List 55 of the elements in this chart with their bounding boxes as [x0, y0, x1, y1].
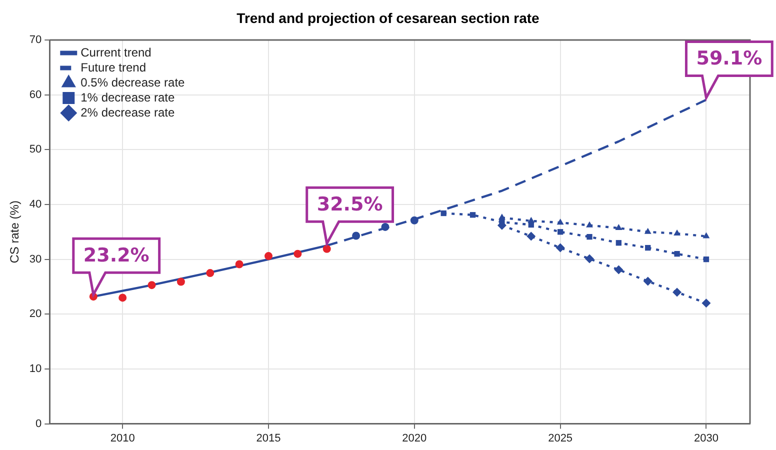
y-tick-label: 70 [29, 34, 42, 46]
point [672, 288, 682, 297]
x-tick-label: 2025 [548, 432, 573, 444]
x-tick-label: 2020 [402, 432, 427, 444]
point [702, 298, 711, 308]
point [586, 234, 592, 240]
point [557, 229, 564, 235]
point [352, 232, 360, 240]
point [118, 294, 127, 302]
point [528, 216, 535, 223]
legend-label: Future trend [80, 60, 146, 74]
point [616, 240, 622, 246]
legend-label: Current trend [80, 45, 152, 60]
point [585, 254, 594, 264]
point [674, 230, 681, 236]
y-tick-label: 60 [29, 88, 42, 101]
x-tick-label: 2030 [694, 432, 718, 444]
y-tick-label: 30 [29, 253, 42, 266]
point [586, 221, 593, 228]
point [702, 232, 710, 238]
y-tick-label: 40 [29, 198, 42, 211]
point [176, 278, 185, 286]
y-tick-label: 50 [29, 144, 42, 156]
legend-label: 0.5% decrease rate [80, 75, 186, 90]
x-tick-label: 2010 [110, 432, 135, 444]
y-axis-title: CS rate (%) [8, 200, 22, 264]
point [674, 251, 680, 257]
point [556, 243, 565, 252]
point [556, 218, 564, 225]
point [148, 281, 156, 290]
chart-title: Trend and projection of cesarean section rate [236, 10, 540, 26]
annotation: 32.5% [316, 194, 383, 216]
point [294, 250, 302, 258]
point [322, 244, 331, 253]
annotation: 59.1% [696, 48, 762, 70]
point [643, 276, 652, 286]
point [703, 256, 710, 262]
legend-label: 2% decrease rate [80, 105, 176, 120]
point [615, 224, 622, 230]
point [526, 232, 536, 241]
point [614, 265, 624, 274]
legend-label: 1% decrease rate [80, 90, 176, 104]
y-tick-label: 10 [29, 363, 42, 376]
point [235, 260, 244, 268]
x-tick-label: 2015 [256, 432, 281, 444]
point [470, 212, 476, 218]
point [644, 228, 652, 234]
annotation: 23.2% [83, 244, 150, 267]
point [645, 244, 651, 251]
point [206, 269, 214, 278]
y-tick-label: 20 [29, 308, 42, 320]
point [440, 210, 446, 216]
point [498, 214, 506, 220]
point [264, 252, 272, 260]
y-tick-label: 0 [36, 418, 42, 430]
